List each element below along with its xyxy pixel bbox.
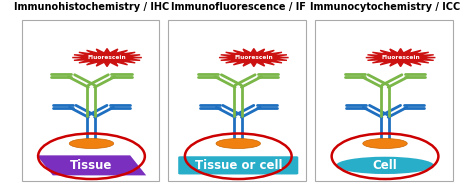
Text: Immunofluorescence / IF: Immunofluorescence / IF [171,2,306,12]
FancyBboxPatch shape [22,20,159,181]
Ellipse shape [69,139,114,148]
Polygon shape [219,49,289,67]
Text: Immunohistochemistry / IHC: Immunohistochemistry / IHC [14,2,169,12]
Text: Tissue: Tissue [70,159,113,172]
Polygon shape [72,49,142,67]
Ellipse shape [216,139,261,148]
Polygon shape [366,49,436,67]
Text: Tissue or cell: Tissue or cell [194,159,282,172]
FancyBboxPatch shape [178,156,298,174]
Text: Fluorescein: Fluorescein [381,55,420,60]
Text: Fluorescein: Fluorescein [235,55,273,60]
Polygon shape [37,155,146,175]
Text: Cell: Cell [373,159,397,172]
Ellipse shape [363,139,407,148]
FancyBboxPatch shape [168,20,306,181]
Ellipse shape [336,157,434,174]
Text: Fluorescein: Fluorescein [88,55,127,60]
Text: Immunocytochemistry / ICC: Immunocytochemistry / ICC [310,2,460,12]
FancyBboxPatch shape [315,20,453,181]
